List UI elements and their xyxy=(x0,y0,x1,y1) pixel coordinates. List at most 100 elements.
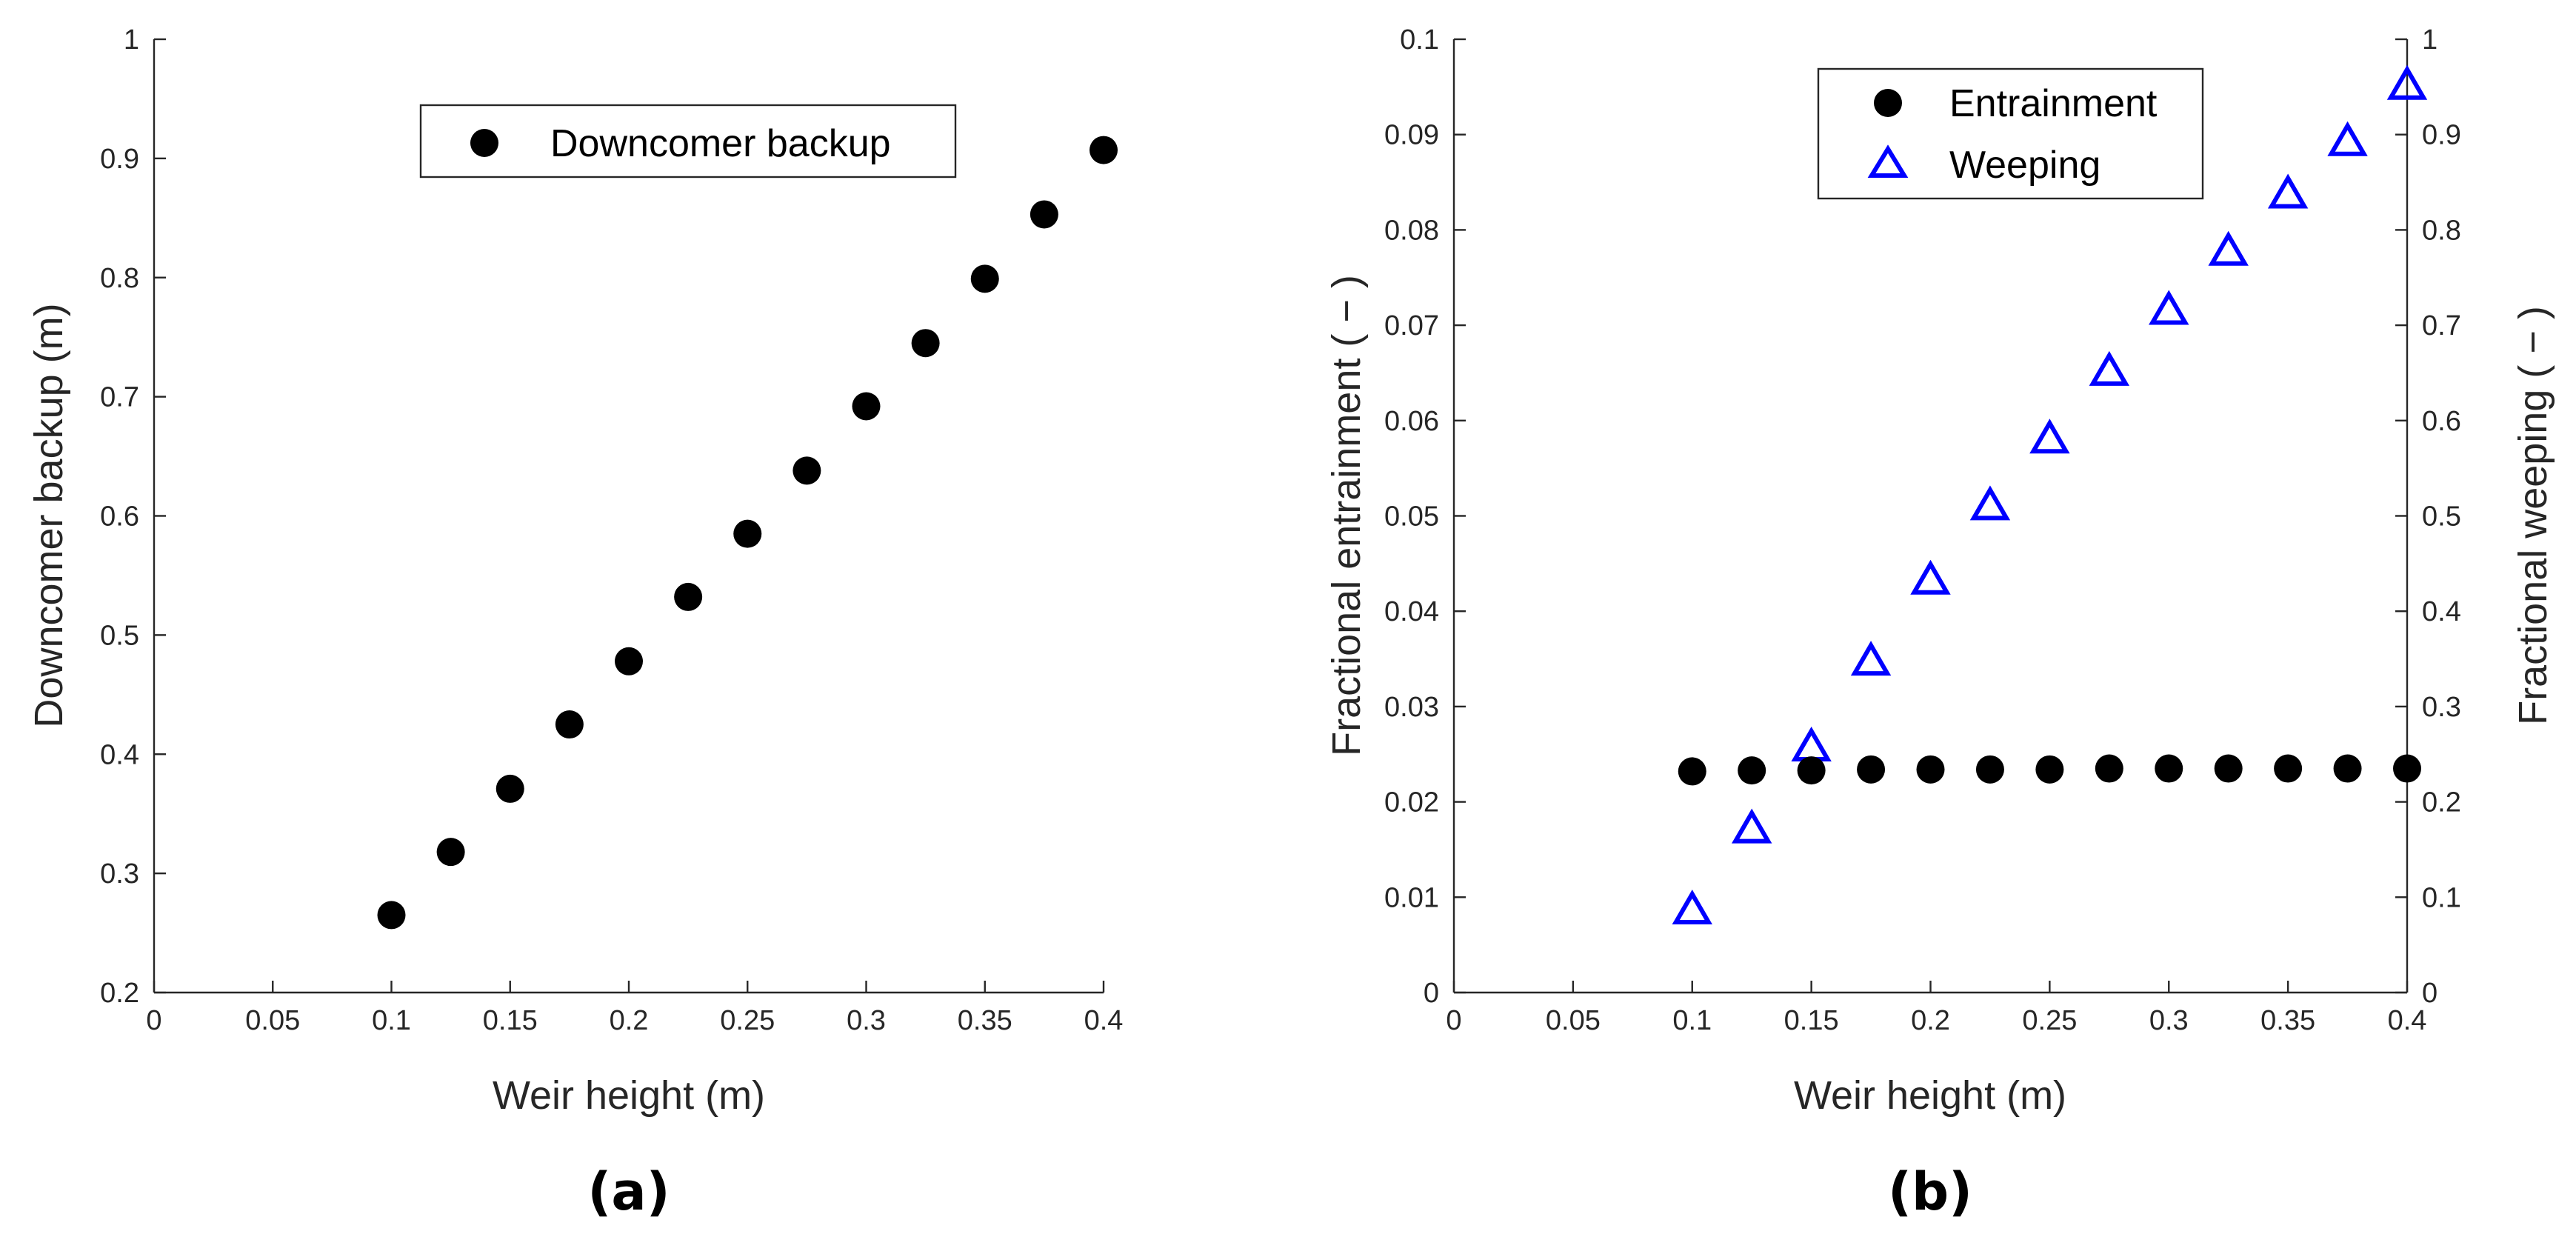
panel-b-chart: 0 0.05 0.1 0.15 0.2 0.25 0.3 0.35 0.4 00.010.020… xyxy=(1324,24,2555,1222)
panel-b-right-y-tick-label: 0 xyxy=(2422,978,2437,1009)
panel-b-x-ticks: 0 0.05 0.1 0.15 0.2 0.25 0.3 0.35 0.4 xyxy=(1446,981,2426,1036)
data-point-entrainment xyxy=(1916,755,1945,784)
panel-b-right-y-tick-label: 0.9 xyxy=(2422,120,2461,151)
panel-a-x-tick-label: 0 xyxy=(146,1005,161,1036)
data-point-weeping xyxy=(2029,418,2070,454)
panel-a-y-tick-label: 0.6 xyxy=(100,501,139,533)
data-point-entrainment xyxy=(1678,757,1706,786)
panel-a-y-tick-label: 0.4 xyxy=(100,739,139,770)
panel-b-right-y-tick-label: 0.2 xyxy=(2422,787,2461,818)
panel-b-left-y-tick-label: 0 xyxy=(1424,978,1439,1009)
panel-a-y-tick-label: 0.3 xyxy=(100,858,139,890)
panel-b-right-y-tick-label: 0.1 xyxy=(2422,882,2461,913)
panel-a-x-tick-label: 0.35 xyxy=(958,1005,1012,1036)
data-point-downcomer-backup xyxy=(495,774,524,803)
panel-a-label: (a) xyxy=(587,1161,670,1222)
panel-b-right-y-tick-label: 0.5 xyxy=(2422,501,2461,533)
data-point-weeping xyxy=(1672,890,1712,925)
data-point-weeping xyxy=(1731,808,1772,844)
data-point-downcomer-backup xyxy=(793,456,821,485)
data-point-weeping xyxy=(2089,350,2130,386)
panel-b-left-y-tick-label: 0.02 xyxy=(1384,787,1439,818)
data-point-entrainment xyxy=(1738,756,1766,785)
panel-b-x-tick-label: 0 xyxy=(1446,1005,1461,1036)
panel-b-right-y-tick-label: 0.8 xyxy=(2422,215,2461,246)
data-point-downcomer-backup xyxy=(436,838,465,867)
panel-a-x-tick-label: 0.3 xyxy=(847,1005,886,1036)
data-point-entrainment xyxy=(2095,754,2123,783)
data-point-weeping xyxy=(2267,173,2309,209)
panel-a-y-tick-label: 0.7 xyxy=(100,382,139,413)
panel-a-chart: 0 0.05 0.1 0.15 0.2 0.25 0.3 0.35 0.4 0.20.30.40… xyxy=(27,24,1123,1222)
data-point-downcomer-backup xyxy=(1030,200,1058,229)
legend-label-downcomer-backup: Downcomer backup xyxy=(550,122,891,165)
panel-a-x-tick-label: 0.2 xyxy=(610,1005,649,1036)
data-point-entrainment xyxy=(2155,754,2183,783)
legend-marker-weeping xyxy=(1867,144,1909,178)
panel-a-y-tick-label: 0.2 xyxy=(100,978,139,1009)
data-point-weeping xyxy=(2208,230,2249,266)
panel-a-y-tick-label: 0.9 xyxy=(100,144,139,175)
panel-b-x-axis-title: Weir height (m) xyxy=(1794,1073,2066,1118)
data-point-entrainment xyxy=(2393,754,2421,783)
panel-b-left-y-tick-label: 0.08 xyxy=(1384,215,1439,246)
panel-a-y-tick-label: 0.8 xyxy=(100,263,139,294)
data-point-weeping xyxy=(2149,290,2189,325)
panel-b-x-tick-label: 0.3 xyxy=(2149,1005,2189,1036)
data-point-entrainment xyxy=(1857,755,1886,784)
panel-b-right-y-tick-label: 1 xyxy=(2422,24,2437,56)
data-point-weeping xyxy=(1791,726,1832,761)
legend-label-entrainment: Entrainment xyxy=(1949,82,2158,125)
data-point-entrainment xyxy=(1975,755,2004,784)
data-point-weeping xyxy=(2386,64,2428,100)
panel-b-x-tick-label: 0.05 xyxy=(1546,1005,1601,1036)
panel-a-legend-box xyxy=(419,104,957,179)
panel-b-x-tick-label: 0.4 xyxy=(2388,1005,2427,1036)
panel-b-data-points xyxy=(1672,64,2428,925)
data-point-downcomer-backup xyxy=(970,264,999,293)
panel-a-x-tick-label: 0.15 xyxy=(483,1005,538,1036)
panel-b-right-y-tick-label: 0.6 xyxy=(2422,406,2461,437)
panel-b-left-y-ticks: 0 0.01 0.02 0.03 0.04 0.05 0.06 0.07 0.08 0.09 0.1 xyxy=(1384,24,1466,1009)
data-point-entrainment xyxy=(2214,754,2243,783)
panel-a-x-tick-label: 0.1 xyxy=(372,1005,411,1036)
panel-b-right-y-ticks: 0 0.1 0.2 0.3 0.4 0.5 0.6 0.7 0.8 0.9 1 xyxy=(2395,24,2461,1009)
panel-a-x-ticks: 0 0.05 0.1 0.15 0.2 0.25 0.3 0.35 0.4 xyxy=(146,981,1123,1036)
panel-a-legend: Downcomer backup xyxy=(419,104,957,179)
data-point-entrainment xyxy=(2333,754,2362,783)
panel-a-y-tick-label: 0.5 xyxy=(100,620,139,651)
legend-marker-downcomer-backup xyxy=(470,129,498,157)
panel-a-y-ticks: 0.2 0.3 0.4 0.5 0.6 0.7 0.8 0.9 1 xyxy=(100,24,166,1009)
panel-b-right-y-tick-label: 0.7 xyxy=(2422,310,2461,341)
panel-b-label: (b) xyxy=(1888,1161,1972,1222)
data-point-downcomer-backup xyxy=(852,392,881,421)
panel-b-x-tick-label: 0.15 xyxy=(1784,1005,1839,1036)
panel-b-left-y-tick-label: 0.07 xyxy=(1384,310,1439,341)
data-point-downcomer-backup xyxy=(733,519,762,548)
legend-label-weeping: Weeping xyxy=(1949,144,2100,187)
panel-a-y-tick-label: 1 xyxy=(124,24,139,56)
panel-b-x-tick-label: 0.25 xyxy=(2022,1005,2077,1036)
panel-a-x-tick-label: 0.25 xyxy=(720,1005,775,1036)
data-point-entrainment xyxy=(2274,754,2303,783)
panel-a-data-points xyxy=(377,136,1118,930)
panel-b-legend: Entrainment Weeping xyxy=(1817,67,2204,200)
data-point-downcomer-backup xyxy=(615,647,643,676)
panel-b-left-y-tick-label: 0.03 xyxy=(1384,692,1439,723)
panel-a-y-axis-title: Downcomer backup (m) xyxy=(27,303,71,727)
data-point-weeping xyxy=(1969,485,2011,521)
data-point-downcomer-backup xyxy=(1090,136,1118,164)
panel-b-x-tick-label: 0.2 xyxy=(1911,1005,1950,1036)
data-point-weeping xyxy=(1850,641,1892,676)
data-point-downcomer-backup xyxy=(555,710,584,739)
data-point-downcomer-backup xyxy=(674,582,703,611)
data-point-downcomer-backup xyxy=(377,901,406,930)
data-point-entrainment xyxy=(2035,755,2064,784)
panel-b-right-y-tick-label: 0.4 xyxy=(2422,596,2461,627)
panel-a-x-tick-label: 0.4 xyxy=(1084,1005,1124,1036)
panel-b-left-y-axis-title: Fractional entrainment ( − ) xyxy=(1324,275,1369,756)
panel-b-left-y-tick-label: 0.06 xyxy=(1384,406,1439,437)
data-point-downcomer-backup xyxy=(911,329,940,358)
panel-b-x-tick-label: 0.35 xyxy=(2260,1005,2315,1036)
